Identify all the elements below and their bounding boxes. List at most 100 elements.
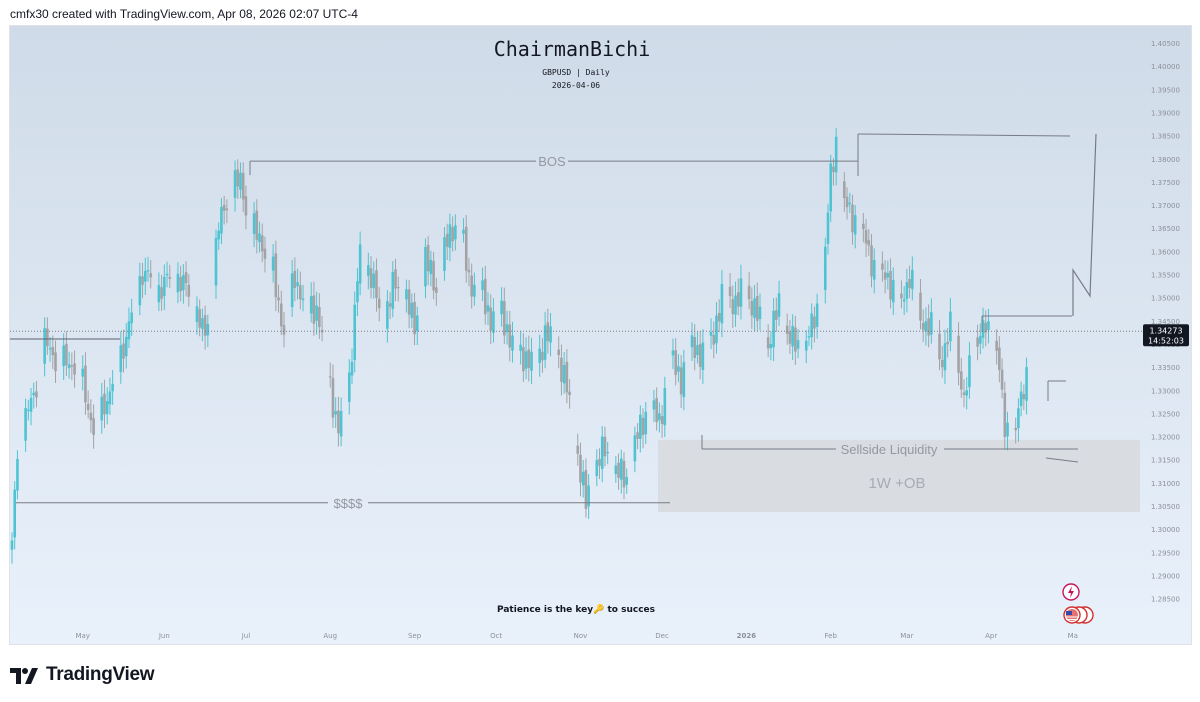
order-block-zone — [658, 439, 1140, 513]
candle-body — [813, 316, 816, 329]
candle-body — [562, 364, 566, 384]
candle-body — [549, 326, 552, 343]
candle-body — [222, 204, 226, 211]
candle-body — [260, 235, 264, 252]
chart-caption: cmfx30 created with TradingView.com, Apr… — [10, 7, 358, 21]
chart-footnote: Patience is the key🔑 to succes — [497, 603, 655, 615]
candle-body — [701, 342, 705, 370]
candle-body — [138, 276, 142, 306]
candle-body — [13, 489, 17, 538]
tradingview-logo-icon — [10, 668, 38, 684]
candle-body — [712, 335, 716, 345]
chart-area[interactable]: 1W +OB BOS $$$$ Sellside Liquidity ChairmanB… — [9, 25, 1192, 645]
candle-body — [394, 269, 397, 289]
candle-body — [652, 400, 656, 410]
x-tick-label: Aug — [323, 632, 337, 640]
candle-body — [84, 365, 87, 403]
candles-layer — [10, 128, 1028, 564]
candle-body — [696, 345, 699, 356]
candle-body — [454, 225, 457, 240]
candle-body — [755, 296, 759, 321]
candle-body — [791, 325, 794, 347]
candle-body — [367, 265, 370, 276]
candle-body — [163, 276, 166, 297]
candle-body — [595, 460, 599, 477]
candle-body — [375, 270, 378, 299]
candle-body — [1022, 394, 1026, 400]
candle-body — [690, 335, 694, 348]
candle-body — [750, 300, 754, 316]
candle-body — [149, 273, 153, 278]
candle-body — [103, 393, 106, 415]
candle-body — [600, 436, 604, 469]
y-tick-label: 1.32000 — [1151, 434, 1180, 442]
candle-body — [176, 273, 180, 293]
candle-body — [337, 410, 340, 434]
candle-body — [328, 376, 332, 378]
candle-body — [100, 396, 104, 421]
candle-body — [410, 302, 414, 318]
y-tick-label: 1.38000 — [1151, 156, 1180, 164]
candle-body — [834, 136, 838, 173]
candle-body — [658, 413, 661, 421]
candle-body — [108, 391, 112, 405]
candle-body — [24, 408, 27, 441]
candle-body — [339, 410, 343, 437]
candle-body — [823, 246, 827, 290]
candle-body — [677, 366, 680, 372]
y-tick-label: 1.36500 — [1151, 225, 1180, 233]
candle-body — [65, 343, 68, 366]
candle-body — [959, 371, 963, 390]
candle-body — [279, 303, 283, 327]
candle-body — [872, 259, 876, 280]
candle-body — [486, 305, 490, 312]
y-tick-label: 1.32500 — [1151, 410, 1180, 418]
bos-label: BOS — [538, 154, 566, 169]
candle-body — [717, 313, 721, 322]
candle-body — [794, 327, 797, 352]
candle-body — [775, 310, 778, 320]
candle-body — [10, 540, 14, 550]
candle-body — [312, 295, 316, 324]
x-tick-label: Sep — [408, 632, 422, 640]
candle-body — [530, 351, 533, 371]
candle-body — [483, 278, 487, 315]
candle-body — [911, 269, 914, 290]
candle-body — [785, 325, 789, 334]
candle-body — [698, 344, 702, 367]
price-chart[interactable]: 1W +OB BOS $$$$ Sellside Liquidity ChairmanB… — [10, 26, 1192, 645]
candle-body — [334, 411, 337, 415]
candle-body — [1014, 427, 1017, 431]
candle-body — [206, 323, 210, 336]
candle-body — [829, 163, 833, 212]
candle-body — [415, 315, 419, 332]
candle-body — [606, 452, 609, 454]
y-tick-label: 1.31000 — [1151, 480, 1180, 488]
tradingview-logo[interactable]: TradingView — [10, 662, 155, 688]
candle-body — [51, 347, 55, 356]
candle-body — [568, 391, 571, 396]
candle-body — [709, 331, 713, 336]
chart-background — [10, 26, 1191, 644]
candle-body — [299, 285, 302, 300]
candle-body — [413, 301, 416, 335]
candle-body — [187, 284, 191, 297]
candle-body — [29, 398, 33, 412]
candle-body — [587, 485, 590, 507]
candle-body — [274, 253, 278, 298]
candle-body — [641, 417, 645, 436]
candle-body — [89, 412, 93, 421]
candle-body — [198, 309, 201, 328]
candle-body — [671, 350, 675, 356]
candle-body — [1025, 367, 1028, 401]
candle-body — [258, 233, 261, 243]
candle-body — [511, 335, 514, 351]
lightning-icon — [1068, 586, 1074, 598]
candle-body — [356, 281, 359, 303]
candle-body — [331, 378, 335, 418]
candle-body — [54, 352, 57, 372]
candle-body — [660, 416, 664, 424]
y-tick-label: 1.36000 — [1151, 248, 1180, 256]
candle-body — [396, 286, 400, 289]
candle-body — [739, 278, 743, 307]
